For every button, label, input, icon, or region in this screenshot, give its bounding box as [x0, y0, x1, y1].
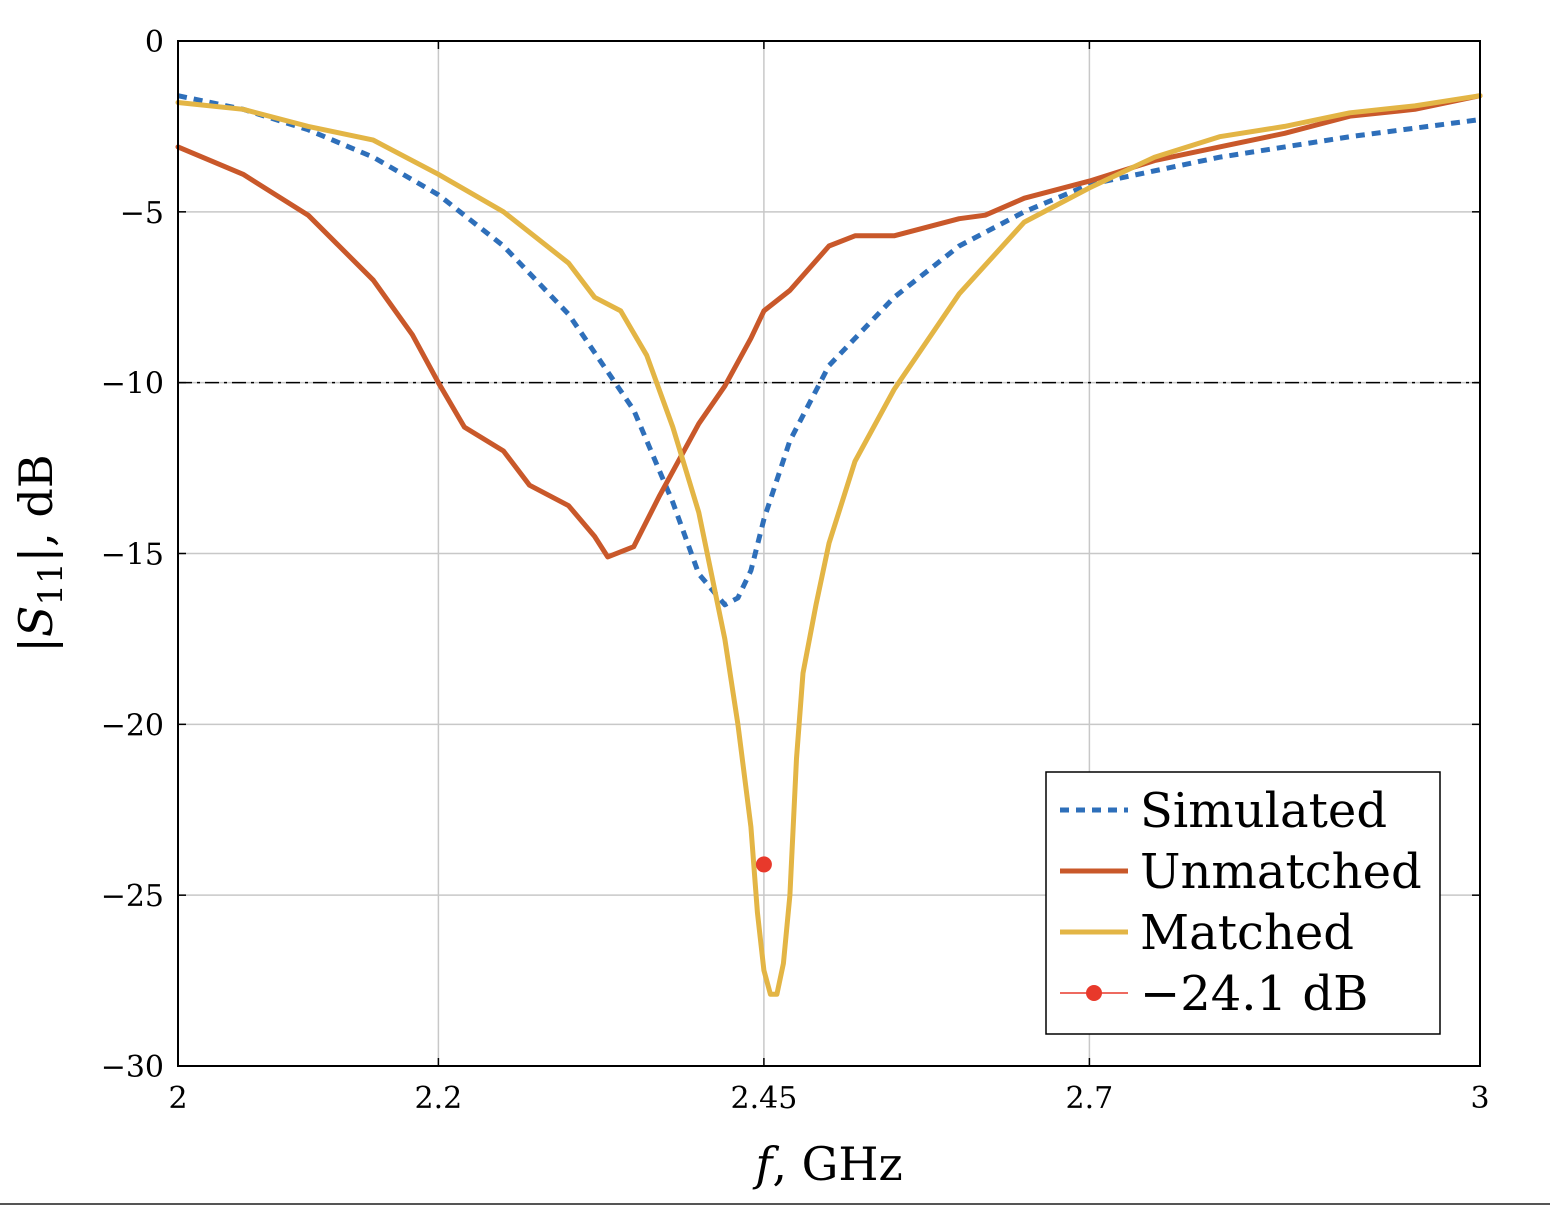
x-axis-title-unit: , GHz — [772, 1137, 902, 1191]
series-line-matched — [175, 93, 1483, 997]
y-tick-labels: 0 −5 −10 −15 −20 −25 −30 — [101, 25, 164, 1085]
series-line-simulated — [177, 93, 1481, 608]
y-tick-label: −10 — [101, 367, 164, 402]
legend-label: −24.1 dB — [1140, 966, 1368, 1022]
bottom-rule — [0, 1203, 1550, 1205]
legend-label: Matched — [1140, 905, 1354, 961]
y-tick-label: 0 — [145, 25, 164, 60]
legend-label: Unmatched — [1140, 844, 1422, 900]
y-axis-title-symbol: S — [9, 606, 63, 638]
y-axis-title-unit: |, dB — [9, 454, 63, 562]
series-group — [175, 93, 1483, 997]
legend-box — [1045, 771, 1441, 1035]
marker-point — [755, 856, 772, 873]
x-tick-label: 2.45 — [731, 1081, 798, 1116]
y-tick-label: −30 — [101, 1050, 164, 1085]
series-line-unmatched — [175, 93, 1483, 560]
y-axis-title: |S11|, dB — [9, 454, 71, 652]
y-axis-title-subscript: 11 — [31, 562, 71, 605]
y-tick-label: −20 — [101, 708, 164, 743]
x-tick-label: 2.7 — [1066, 1081, 1114, 1116]
axis-ticks — [177, 40, 1481, 1067]
x-tick-label: 2 — [168, 1081, 187, 1116]
y-tick-label: −25 — [101, 879, 164, 914]
x-tick-label: 2.2 — [415, 1081, 463, 1116]
x-tick-label: 3 — [1470, 1081, 1489, 1116]
y-tick-label: −15 — [101, 538, 164, 573]
y-tick-label: −5 — [120, 196, 164, 231]
x-tick-labels: 2 2.2 2.45 2.7 3 — [168, 1081, 1489, 1116]
x-axis-title: f, GHz — [752, 1137, 902, 1191]
legend-label: Simulated — [1140, 783, 1387, 839]
marker-group — [755, 856, 772, 873]
legend-swatch-marker-dot — [1086, 985, 1102, 1001]
